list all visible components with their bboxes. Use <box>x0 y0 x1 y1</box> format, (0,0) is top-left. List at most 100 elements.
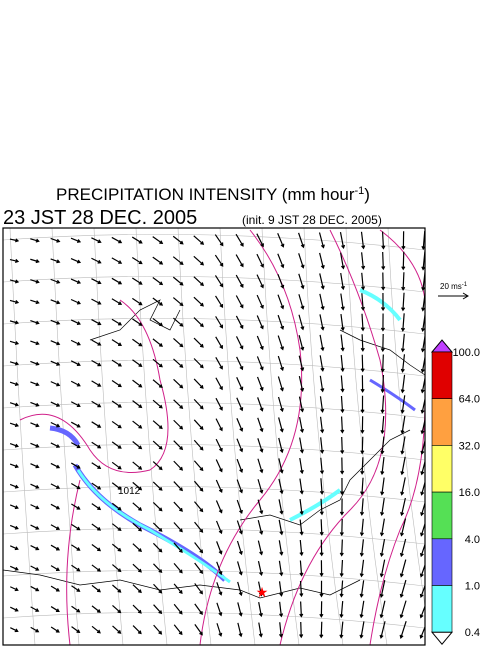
wind-arrow <box>380 333 385 353</box>
wind-arrow <box>379 539 386 558</box>
map: 1012 ★ <box>2 227 426 646</box>
wind-arrow <box>256 253 264 268</box>
wind-arrow <box>132 502 143 511</box>
wind-arrow <box>10 586 19 592</box>
wind-arrow <box>278 560 284 577</box>
wind-arrow <box>339 621 344 639</box>
wind-arrow <box>152 542 163 553</box>
wind-arrow <box>340 252 346 270</box>
wind-arrow <box>256 376 264 392</box>
wind-arrow <box>194 623 203 636</box>
wind-arrow <box>193 317 204 328</box>
wind-arrow <box>91 257 102 264</box>
wind-arrow <box>360 436 365 455</box>
wind-arrow <box>277 253 285 269</box>
wind-arrow <box>277 314 285 330</box>
wind-arrow <box>71 503 81 510</box>
wind-arrow <box>278 540 284 556</box>
wind-arrow <box>360 231 366 250</box>
wind-arrow <box>214 275 224 288</box>
wind-arrow <box>111 257 123 264</box>
wind-arrow <box>299 621 304 639</box>
wind-arrow <box>216 582 223 596</box>
map-content: 1012 ★ <box>3 228 425 645</box>
wind-arrow <box>193 276 205 287</box>
wind-arrow <box>173 317 184 327</box>
wind-arrow <box>319 621 324 639</box>
wind-arrow <box>30 585 40 592</box>
parallel <box>3 234 425 251</box>
wind-arrow <box>111 543 122 552</box>
parallel <box>3 612 425 629</box>
wind-arrow <box>50 381 61 387</box>
wind-arrow <box>9 361 20 366</box>
wind-arrow <box>257 520 264 535</box>
wind-arrow <box>340 354 345 373</box>
wind-arrow <box>319 252 325 270</box>
colorbar-bottom <box>430 631 454 645</box>
wind-arrow <box>194 521 204 533</box>
colorbar-segment <box>431 585 453 633</box>
wind-arrow <box>340 293 345 311</box>
wind-arrow <box>30 279 40 284</box>
wind-arrow <box>299 560 304 577</box>
wind-arrow <box>339 518 344 537</box>
wind-arrow <box>194 542 204 554</box>
wind-arrow <box>153 624 163 635</box>
wind-arrow <box>236 417 244 432</box>
wind-arrow <box>419 604 425 619</box>
wind-arrow <box>50 401 61 407</box>
wind-arrow <box>71 544 81 551</box>
wind-arrow <box>381 272 386 291</box>
wind-arrow <box>132 522 143 532</box>
wind-arrow <box>299 539 304 557</box>
wind-arrow <box>91 625 101 634</box>
wind-arrow <box>340 334 345 352</box>
meridian <box>177 228 212 645</box>
wind-arrow <box>319 478 324 495</box>
parallel <box>3 318 425 335</box>
wind-arrow <box>360 334 365 352</box>
wind-arrow <box>359 518 364 537</box>
wind-arrow <box>380 354 385 373</box>
wind-arrow <box>30 565 40 571</box>
wind-arrow <box>9 524 19 530</box>
wind-arrow <box>91 503 102 511</box>
wind-arrow <box>216 602 223 617</box>
wind-arrow <box>256 356 264 371</box>
wind-arrow <box>30 381 40 387</box>
wind-arrow <box>339 580 344 598</box>
wind-arrow <box>340 313 345 332</box>
wind-arrow <box>71 482 81 490</box>
wind-arrow <box>319 519 324 536</box>
wind-arrow <box>257 560 264 577</box>
wind-arrow <box>339 539 344 557</box>
wind-arrow <box>50 626 60 633</box>
wind-arrow <box>340 416 345 434</box>
wind-arrow <box>277 355 284 372</box>
wind-arrow <box>420 354 425 373</box>
wind-arrow <box>360 395 365 414</box>
wind-arrow <box>112 605 122 614</box>
title-sup: -1 <box>355 185 365 197</box>
wind-arrow <box>152 338 163 347</box>
wind-arrow <box>278 581 284 597</box>
wind-arrow <box>340 436 345 455</box>
wind-arrow <box>235 336 244 350</box>
wind-arrow <box>194 603 203 616</box>
wind-arrow <box>152 317 164 327</box>
wind-arrow <box>111 359 122 367</box>
wind-arrow <box>111 318 123 326</box>
wind-arrow <box>215 520 223 535</box>
wind-arrow <box>30 340 40 346</box>
wind-arrow <box>340 272 345 291</box>
wind-arrow <box>360 354 365 373</box>
wind-arrow <box>319 498 324 516</box>
wind-arrow <box>173 419 184 430</box>
wind-arrow <box>9 483 19 489</box>
wind-scale-label: 20 ms-1 <box>440 282 468 291</box>
wind-arrow <box>111 298 123 305</box>
wind-arrow <box>420 396 425 414</box>
wind-arrow <box>256 274 264 289</box>
colorbar-segment <box>431 351 453 400</box>
